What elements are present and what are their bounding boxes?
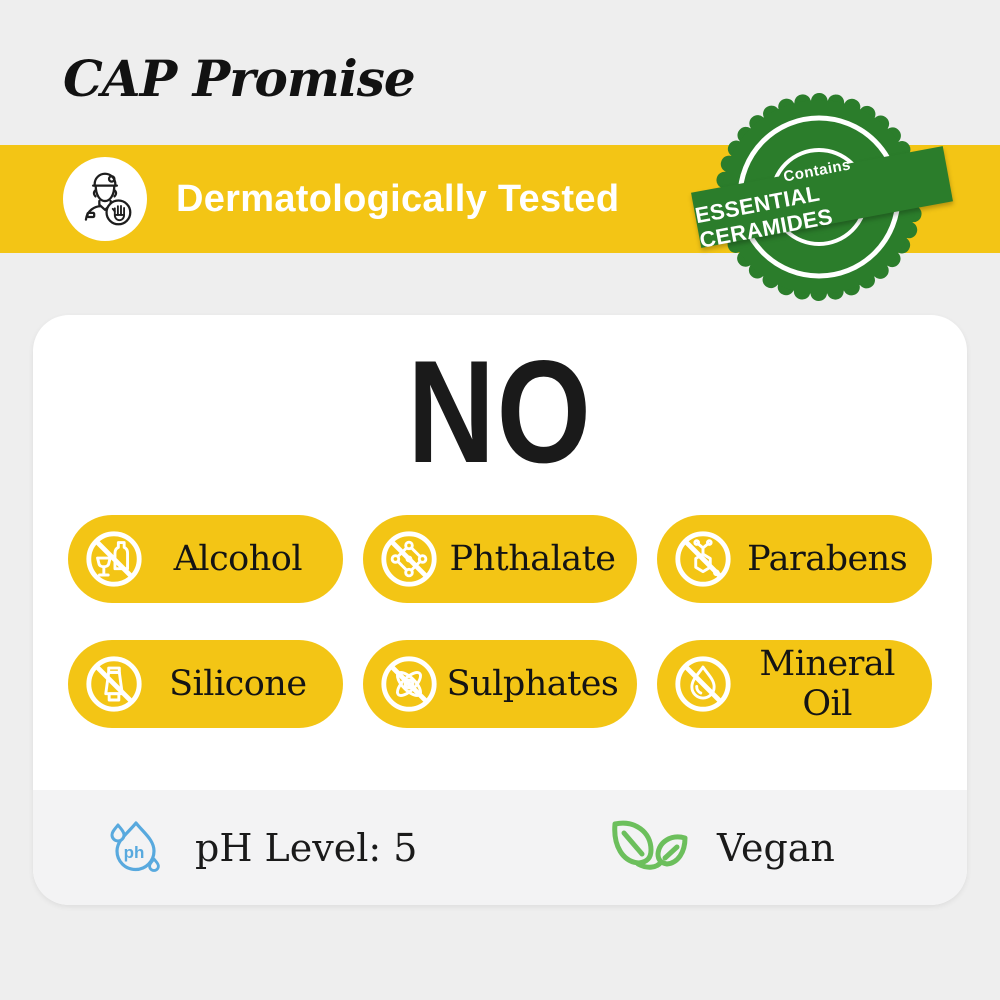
vegan-item: Vegan bbox=[605, 790, 835, 905]
banner-label: Dermatologically Tested bbox=[176, 177, 620, 220]
vegan-leaves-icon bbox=[612, 820, 688, 870]
card-footer: ph pH Level: 5 Vegan bbox=[33, 790, 967, 905]
ph-level-label: pH Level: 5 bbox=[195, 825, 418, 870]
no-alcohol-icon bbox=[86, 531, 142, 587]
pill-sulphates: Sulphates bbox=[362, 640, 638, 728]
ph-drop-icon: ph bbox=[110, 820, 160, 872]
pill-parabens: Parabens bbox=[657, 515, 932, 603]
pill-label: Sulphates bbox=[446, 664, 619, 704]
no-sulphates-icon bbox=[381, 656, 437, 712]
vegan-label: Vegan bbox=[717, 825, 835, 870]
pill-label: Parabens bbox=[747, 539, 908, 579]
pill-label: Silicone bbox=[169, 664, 307, 704]
no-heading: NO bbox=[407, 330, 593, 493]
ph-level-item: ph pH Level: 5 bbox=[103, 790, 417, 905]
pill-alcohol: Alcohol bbox=[68, 515, 343, 603]
no-phthalate-icon bbox=[381, 531, 437, 587]
pill-phthalate: Phthalate bbox=[362, 515, 638, 603]
promise-card: NO Alcohol bbox=[33, 315, 967, 905]
pill-silicone: Silicone bbox=[68, 640, 343, 728]
dermatologist-icon-badge bbox=[63, 157, 147, 241]
pill-label: Alcohol bbox=[173, 539, 303, 579]
pill-label: Mineral Oil bbox=[759, 644, 895, 724]
dermatologist-icon bbox=[84, 172, 132, 226]
no-mineral-oil-icon bbox=[675, 656, 731, 712]
no-silicone-icon bbox=[86, 656, 142, 712]
pill-label: Phthalate bbox=[449, 539, 616, 579]
pill-mineral-oil: Mineral Oil bbox=[657, 640, 932, 728]
svg-text:ph: ph bbox=[124, 843, 145, 862]
free-of-grid: Alcohol Phthalate bbox=[68, 515, 932, 728]
page-title: CAP Promise bbox=[63, 49, 416, 108]
no-parabens-icon bbox=[675, 531, 731, 587]
